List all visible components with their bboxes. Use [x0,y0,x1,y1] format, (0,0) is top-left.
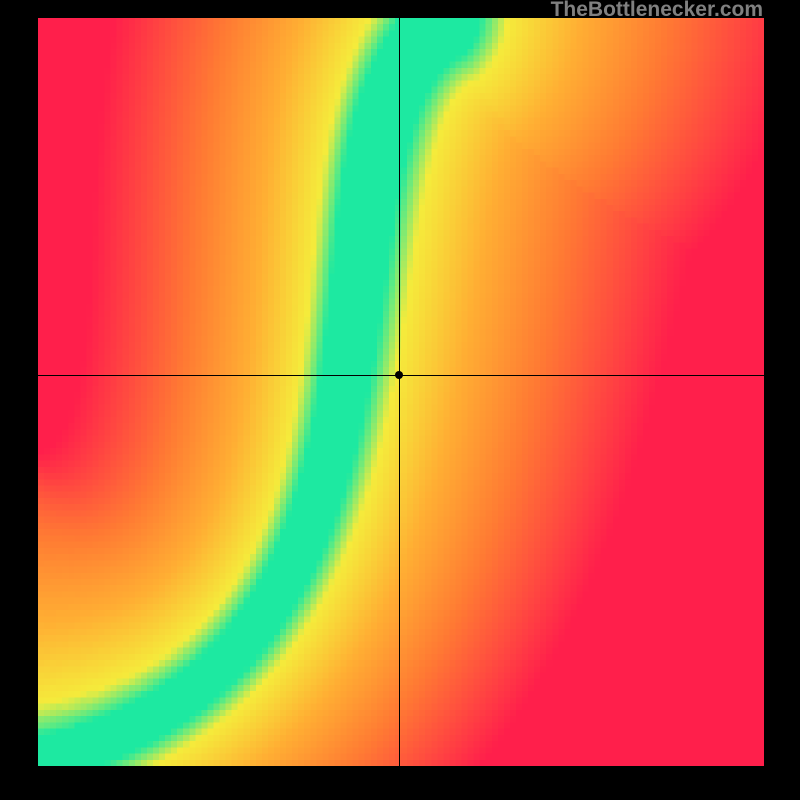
heatmap-plot [38,18,764,766]
watermark-text: TheBottlenecker.com [551,0,763,22]
heatmap-canvas [38,18,764,766]
chart-frame: { "chart": { "type": "heatmap", "backgro… [0,0,800,800]
crosshair-vertical [399,18,400,766]
marker-dot [395,371,403,379]
